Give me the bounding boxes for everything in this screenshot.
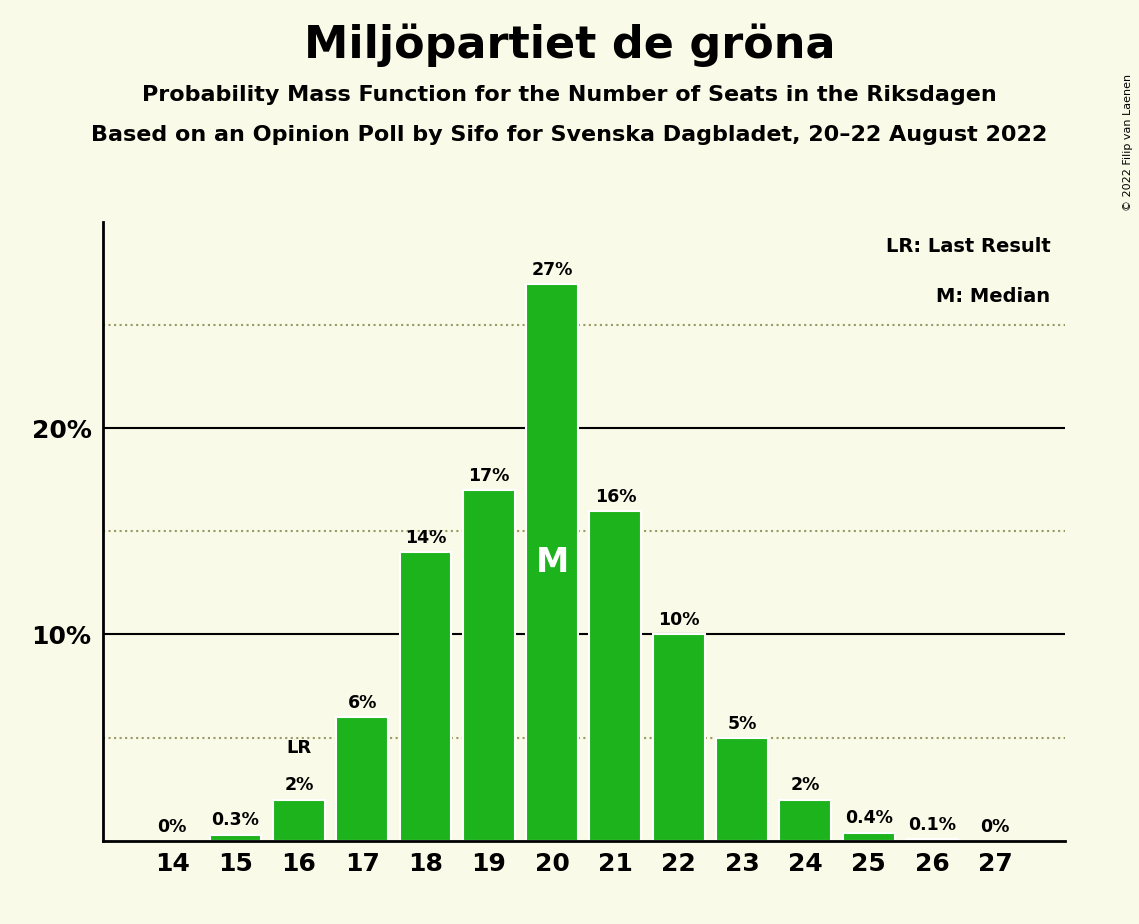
Text: M: M bbox=[535, 546, 568, 578]
Bar bbox=[843, 833, 894, 841]
Text: 5%: 5% bbox=[728, 714, 756, 733]
Text: 0.3%: 0.3% bbox=[212, 811, 260, 830]
Text: Miljöpartiet de gröna: Miljöpartiet de gröna bbox=[304, 23, 835, 67]
Bar bbox=[590, 511, 641, 841]
Text: LR: Last Result: LR: Last Result bbox=[886, 237, 1050, 256]
Text: 0%: 0% bbox=[981, 818, 1010, 835]
Text: © 2022 Filip van Laenen: © 2022 Filip van Laenen bbox=[1123, 74, 1133, 211]
Bar bbox=[462, 490, 515, 841]
Text: Probability Mass Function for the Number of Seats in the Riksdagen: Probability Mass Function for the Number… bbox=[142, 85, 997, 105]
Bar bbox=[336, 717, 388, 841]
Bar bbox=[779, 799, 831, 841]
Text: 2%: 2% bbox=[790, 776, 820, 795]
Bar bbox=[210, 834, 262, 841]
Bar bbox=[273, 799, 325, 841]
Text: 0%: 0% bbox=[157, 818, 187, 835]
Text: Based on an Opinion Poll by Sifo for Svenska Dagbladet, 20–22 August 2022: Based on an Opinion Poll by Sifo for Sve… bbox=[91, 125, 1048, 145]
Bar bbox=[653, 635, 705, 841]
Bar bbox=[526, 284, 577, 841]
Text: 6%: 6% bbox=[347, 694, 377, 711]
Text: LR: LR bbox=[286, 739, 311, 758]
Text: 16%: 16% bbox=[595, 488, 637, 505]
Bar bbox=[716, 737, 768, 841]
Bar bbox=[400, 552, 451, 841]
Text: 0.4%: 0.4% bbox=[845, 809, 893, 827]
Bar bbox=[906, 839, 958, 841]
Text: 14%: 14% bbox=[404, 529, 446, 547]
Text: 17%: 17% bbox=[468, 467, 509, 485]
Text: 0.1%: 0.1% bbox=[908, 816, 956, 833]
Text: 2%: 2% bbox=[284, 776, 313, 795]
Text: 10%: 10% bbox=[658, 612, 699, 629]
Text: M: Median: M: Median bbox=[936, 286, 1050, 306]
Text: 27%: 27% bbox=[532, 261, 573, 278]
